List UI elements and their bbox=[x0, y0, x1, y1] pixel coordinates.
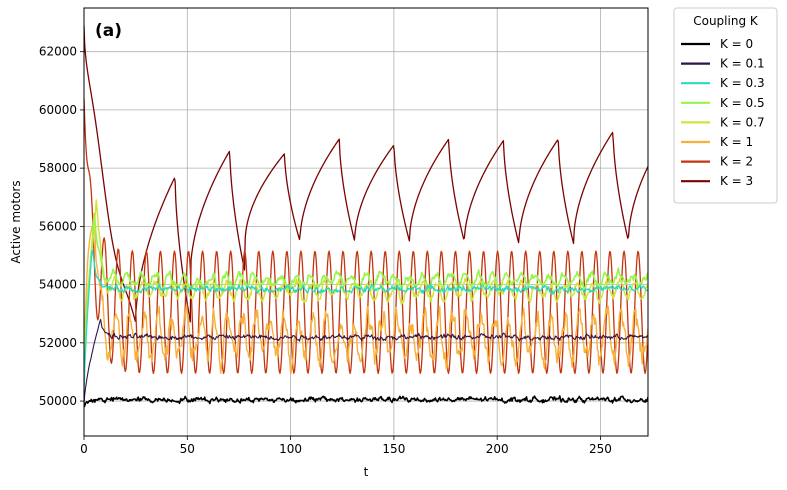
y-tick-label: 56000 bbox=[39, 219, 77, 233]
series-line-k-0-3 bbox=[84, 249, 648, 396]
y-tick-label: 54000 bbox=[39, 278, 77, 292]
x-tick-label: 200 bbox=[486, 442, 509, 456]
y-tick-label: 50000 bbox=[39, 394, 77, 408]
y-axis-label: Active motors bbox=[9, 180, 23, 263]
series-line-k-0-5 bbox=[84, 214, 648, 379]
y-axis: 50000 52000 54000 56000 58000 60000 62000 bbox=[39, 45, 84, 408]
legend-entry: K = 0.1 bbox=[720, 57, 765, 71]
plot-area bbox=[84, 8, 648, 436]
x-axis-label: t bbox=[364, 465, 369, 479]
y-tick-label: 58000 bbox=[39, 161, 77, 175]
x-tick-label: 150 bbox=[382, 442, 405, 456]
legend-entry: K = 0.3 bbox=[720, 76, 765, 90]
legend-entry: K = 2 bbox=[720, 155, 753, 169]
x-tick-label: 250 bbox=[589, 442, 612, 456]
y-tick-label: 60000 bbox=[39, 103, 77, 117]
series-line-k-0-1 bbox=[84, 318, 648, 405]
y-tick-label: 52000 bbox=[39, 336, 77, 350]
x-tick-label: 0 bbox=[80, 442, 88, 456]
grid bbox=[83, 8, 648, 436]
legend-title: Coupling K bbox=[693, 14, 759, 28]
panel-label: (a) bbox=[95, 21, 122, 41]
legend-entry: K = 3 bbox=[720, 174, 753, 188]
series-line-k-1 bbox=[84, 212, 648, 375]
legend: Coupling K K = 0K = 0.1K = 0.3K = 0.5K =… bbox=[673, 7, 778, 204]
legend-entry: K = 0 bbox=[720, 37, 753, 51]
y-tick-label: 62000 bbox=[39, 45, 77, 59]
legend-entry: K = 1 bbox=[720, 135, 753, 149]
series-line-k-3 bbox=[84, 25, 648, 323]
legend-items: K = 0 K = 0.1 K = 0.3 K = 0.5 K = 0.7 K = 1 K … bbox=[681, 37, 765, 188]
plot-frame bbox=[83, 7, 649, 437]
series-line-k-2 bbox=[84, 98, 648, 375]
legend-entry: K = 0.5 bbox=[720, 96, 765, 110]
legend-entry: K = 0.7 bbox=[720, 115, 765, 129]
series-layer bbox=[84, 25, 648, 408]
x-axis: 0 50 100 150 200 250 bbox=[80, 436, 612, 456]
x-tick-label: 100 bbox=[279, 442, 302, 456]
x-tick-label: 50 bbox=[180, 442, 195, 456]
legend-box bbox=[673, 7, 778, 204]
series-line-k-0 bbox=[84, 395, 648, 408]
